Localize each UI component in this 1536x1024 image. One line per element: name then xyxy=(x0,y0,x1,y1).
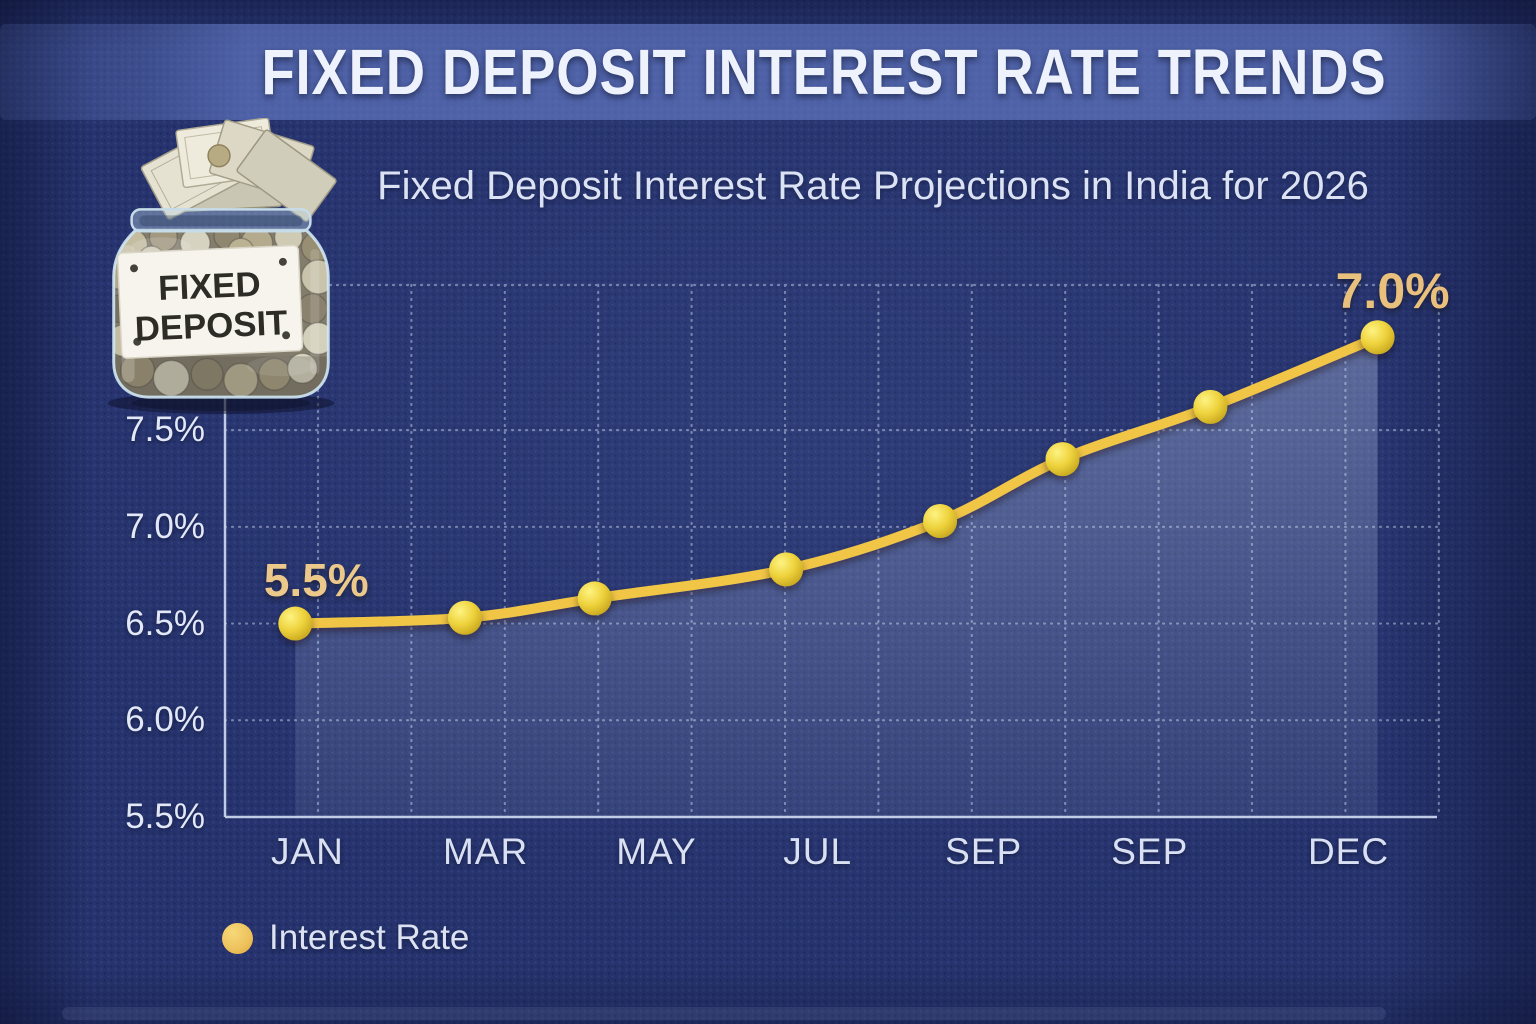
data-point xyxy=(1045,442,1080,477)
title-banner xyxy=(0,24,1536,120)
page-title: FIXED DEPOSIT INTEREST RATE TRENDS xyxy=(261,36,1387,108)
banknote xyxy=(236,129,337,222)
jar-shadow-inner xyxy=(131,395,311,412)
data-points-layer xyxy=(278,320,1395,641)
x-tick-label: JUL xyxy=(783,831,853,872)
legend-label: Interest Rate xyxy=(269,918,470,957)
jar-rim-opening xyxy=(139,215,303,227)
data-point xyxy=(1360,320,1395,355)
jar-label-line2: DEPOSIT xyxy=(134,304,288,349)
jar-label: FIXED DEPOSIT xyxy=(116,244,304,359)
jar-glass-highlight xyxy=(310,249,320,375)
fixed-deposit-jar-illustration: FIXED DEPOSIT xyxy=(107,118,337,415)
page-subtitle: Fixed Deposit Interest Rate Projections … xyxy=(377,164,1369,208)
x-tick-label: SEP xyxy=(945,831,1023,872)
y-tick-label: 6.0% xyxy=(125,700,205,740)
y-tick-label: 7.0% xyxy=(125,506,205,546)
coin-on-notes xyxy=(207,144,231,168)
data-point xyxy=(769,552,804,587)
data-point xyxy=(447,600,482,635)
jar-rim xyxy=(130,208,312,233)
x-tick-label: JAN xyxy=(270,831,344,872)
y-tick-label: 7.5% xyxy=(125,410,205,450)
jar-label-line1: FIXED xyxy=(157,266,261,308)
annotation-start-value: 5.5% xyxy=(263,553,369,606)
x-tick-label: MAR xyxy=(442,831,529,872)
data-point xyxy=(1193,389,1228,424)
legend: Interest Rate xyxy=(222,916,469,960)
bottom-edge-highlight xyxy=(62,1007,1386,1020)
x-tick-label: SEP xyxy=(1111,831,1189,872)
data-point xyxy=(577,581,612,616)
data-point xyxy=(278,606,313,641)
x-tick-label: DEC xyxy=(1307,831,1390,872)
jar-banknotes xyxy=(140,118,337,222)
area-fill xyxy=(295,337,1378,817)
y-tick-label: 5.5% xyxy=(125,797,205,836)
x-tick-label: MAY xyxy=(616,831,697,872)
annotation-end-value: 7.0% xyxy=(1335,263,1450,320)
y-tick-label: 6.5% xyxy=(125,603,205,643)
legend-marker-dot xyxy=(222,922,253,954)
data-point xyxy=(923,504,958,539)
